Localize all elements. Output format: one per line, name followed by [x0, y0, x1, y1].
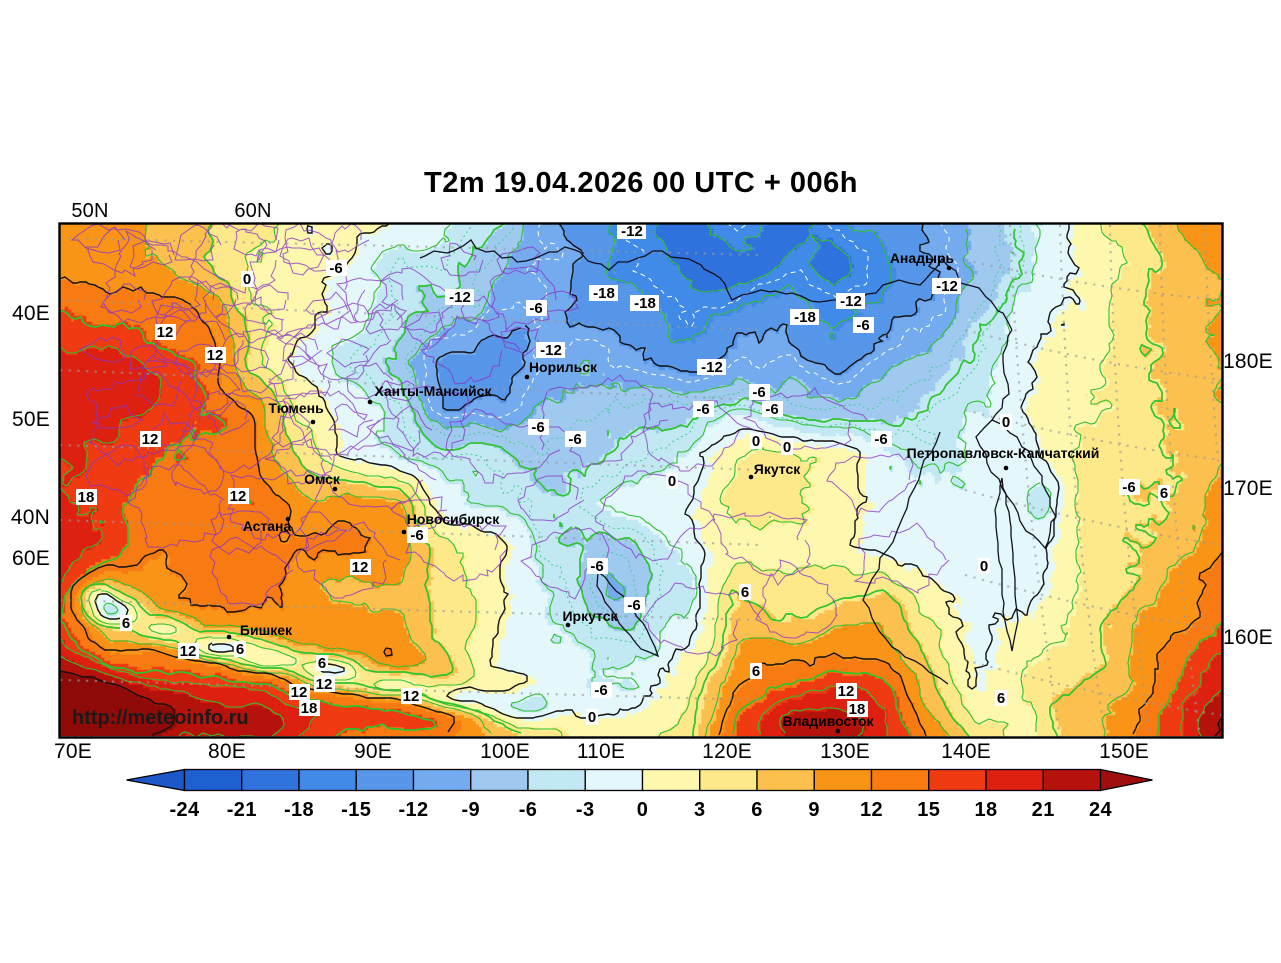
- svg-text:Омск: Омск: [304, 471, 341, 487]
- svg-text:-6: -6: [752, 384, 765, 401]
- svg-text:T2m 19.04.2026 00 UTC + 006h: T2m 19.04.2026 00 UTC + 006h: [424, 167, 858, 199]
- svg-text:0: 0: [588, 709, 596, 726]
- svg-text:12: 12: [860, 799, 883, 821]
- svg-text:12: 12: [838, 683, 855, 700]
- svg-text:-6: -6: [627, 597, 640, 614]
- svg-text:12: 12: [403, 688, 420, 705]
- svg-text:-15: -15: [341, 799, 371, 821]
- svg-text:12: 12: [230, 488, 247, 505]
- svg-text:Новосибирск: Новосибирск: [407, 511, 500, 527]
- svg-text:60E: 60E: [12, 547, 50, 570]
- svg-text:-12: -12: [936, 278, 958, 295]
- svg-text:50E: 50E: [12, 408, 50, 431]
- svg-text:-12: -12: [701, 359, 723, 376]
- svg-text:70E: 70E: [54, 740, 92, 763]
- svg-text:0: 0: [783, 439, 791, 456]
- svg-text:-6: -6: [594, 682, 607, 699]
- svg-text:40N: 40N: [11, 506, 50, 529]
- svg-text:3: 3: [694, 799, 706, 821]
- svg-text:180E: 180E: [1223, 350, 1273, 373]
- svg-text:170E: 170E: [1223, 477, 1273, 500]
- svg-text:-18: -18: [593, 285, 615, 302]
- svg-text:-6: -6: [329, 260, 342, 277]
- svg-text:6: 6: [318, 655, 326, 672]
- svg-text:12: 12: [180, 643, 197, 660]
- svg-text:12: 12: [157, 324, 174, 341]
- svg-text:-6: -6: [874, 431, 887, 448]
- svg-text:-18: -18: [634, 295, 656, 312]
- svg-text:18: 18: [78, 489, 95, 506]
- svg-text:-6: -6: [856, 317, 869, 334]
- svg-text:-9: -9: [462, 799, 481, 821]
- svg-text:90E: 90E: [354, 740, 392, 763]
- svg-text:-18: -18: [284, 799, 314, 821]
- svg-text:Якутск: Якутск: [754, 461, 801, 477]
- svg-text:6: 6: [1160, 485, 1168, 502]
- svg-text:0: 0: [243, 271, 251, 288]
- svg-text:-12: -12: [840, 293, 862, 310]
- svg-text:Бишкек: Бишкек: [240, 622, 293, 638]
- svg-text:-12: -12: [621, 223, 643, 240]
- svg-text:60N: 60N: [234, 200, 271, 222]
- svg-text:-3: -3: [576, 799, 595, 821]
- svg-text:6: 6: [751, 799, 763, 821]
- svg-text:Астана: Астана: [243, 518, 292, 534]
- svg-text:-6: -6: [531, 419, 544, 436]
- svg-text:-6: -6: [410, 527, 423, 544]
- svg-text:-6: -6: [765, 401, 778, 418]
- svg-text:Ханты-Мансийск: Ханты-Мансийск: [375, 383, 493, 399]
- svg-text:40E: 40E: [12, 302, 50, 325]
- svg-text:0: 0: [752, 433, 760, 450]
- svg-text:http://meteoinfo.ru: http://meteoinfo.ru: [72, 707, 249, 729]
- svg-text:24: 24: [1089, 799, 1113, 821]
- svg-text:12: 12: [142, 431, 159, 448]
- svg-text:12: 12: [207, 347, 224, 364]
- svg-text:0: 0: [1002, 414, 1010, 431]
- svg-text:12: 12: [316, 676, 333, 693]
- svg-text:21: 21: [1032, 799, 1055, 821]
- svg-text:Тюмень: Тюмень: [268, 400, 324, 416]
- svg-text:0: 0: [668, 473, 676, 490]
- svg-text:-6: -6: [568, 431, 581, 448]
- svg-text:Анадырь: Анадырь: [890, 250, 955, 266]
- svg-text:-24: -24: [169, 799, 200, 821]
- svg-text:18: 18: [974, 799, 997, 821]
- svg-text:-6: -6: [590, 558, 603, 575]
- svg-text:-6: -6: [529, 300, 542, 317]
- svg-text:0: 0: [637, 799, 649, 821]
- svg-text:15: 15: [917, 799, 940, 821]
- svg-text:6: 6: [122, 615, 130, 632]
- svg-text:18: 18: [301, 700, 318, 717]
- svg-text:-6: -6: [519, 799, 538, 821]
- svg-text:160E: 160E: [1223, 626, 1273, 649]
- svg-text:130E: 130E: [820, 740, 870, 763]
- svg-text:6: 6: [752, 663, 760, 680]
- svg-text:Иркутск: Иркутск: [562, 608, 618, 624]
- svg-text:80E: 80E: [208, 740, 246, 763]
- svg-text:12: 12: [291, 684, 308, 701]
- svg-text:-12: -12: [398, 799, 428, 821]
- svg-text:-6: -6: [1122, 479, 1135, 496]
- svg-text:-12: -12: [540, 342, 562, 359]
- svg-text:110E: 110E: [577, 740, 625, 763]
- svg-text:-21: -21: [227, 799, 257, 821]
- svg-text:12: 12: [352, 559, 369, 576]
- svg-text:Норильск: Норильск: [529, 359, 598, 375]
- svg-text:-6: -6: [696, 401, 709, 418]
- svg-text:100E: 100E: [480, 740, 530, 763]
- svg-text:18: 18: [849, 701, 866, 718]
- svg-text:0: 0: [980, 558, 988, 575]
- svg-text:6: 6: [236, 641, 244, 658]
- svg-text:140E: 140E: [941, 740, 991, 763]
- svg-text:50N: 50N: [71, 200, 108, 222]
- svg-text:-12: -12: [449, 289, 471, 306]
- svg-text:Петропавловск-Камчатский: Петропавловск-Камчатский: [907, 445, 1100, 461]
- svg-text:9: 9: [808, 799, 820, 821]
- svg-text:6: 6: [741, 584, 749, 601]
- svg-text:6: 6: [997, 690, 1005, 707]
- svg-text:120E: 120E: [702, 740, 752, 763]
- svg-text:-18: -18: [794, 309, 816, 326]
- svg-text:150E: 150E: [1099, 740, 1149, 763]
